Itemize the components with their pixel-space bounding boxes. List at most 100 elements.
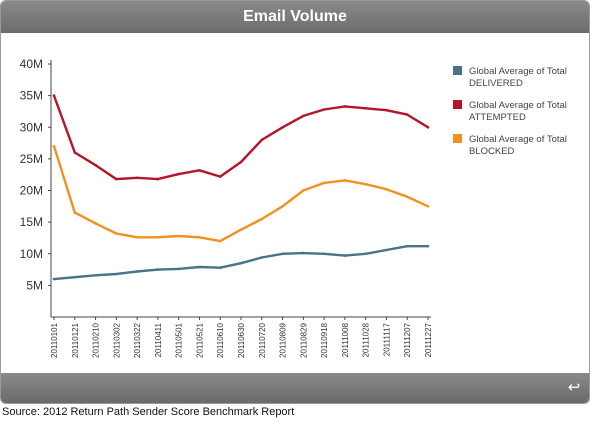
legend-label: BLOCKED [469, 146, 515, 157]
data-point [239, 228, 243, 231]
data-point [343, 105, 347, 108]
x-tick-label: 20110809 [279, 322, 288, 358]
chart-title: Email Volume [243, 8, 347, 25]
legend-label: DELIVERED [469, 78, 523, 89]
data-point [281, 126, 284, 129]
data-point [73, 151, 77, 154]
legend-swatch-0 [453, 66, 462, 75]
data-point [343, 179, 347, 182]
data-point [177, 172, 180, 176]
legend-label: Global Average of Total [469, 134, 567, 145]
y-tick-label: 35M [20, 89, 43, 103]
data-point [302, 114, 305, 118]
data-point [364, 252, 368, 256]
x-tick-label: 20110121 [71, 322, 80, 358]
x-tick-label: 20110918 [320, 322, 329, 358]
data-point [405, 113, 409, 116]
x-tick-label: 20110322 [133, 322, 142, 358]
x-tick-label: 20111207 [403, 322, 412, 357]
y-tick-label: 15M [20, 215, 43, 229]
series-line-1 [52, 95, 429, 181]
replay-arrow-icon[interactable]: ↩ [567, 379, 581, 396]
x-tick-label: 20110630 [237, 322, 246, 358]
chart-frame: Email Volume 5M 10M 15M 20M 25M 30M 35M 40M 2011… [0, 0, 590, 404]
data-point [426, 205, 430, 208]
data-point [177, 267, 180, 271]
data-point [405, 195, 409, 199]
legend-swatch-1 [453, 100, 462, 109]
email-volume-chart: 5M 10M 15M 20M 25M 30M 35M 40M 20110101 20110121 2… [20, 57, 567, 358]
data-point [198, 265, 201, 269]
data-point [52, 144, 56, 148]
data-point [198, 169, 201, 172]
data-point [115, 232, 118, 235]
x-tick-label: 20110101 [50, 322, 59, 358]
data-point [156, 177, 160, 181]
data-point [302, 189, 305, 192]
data-point [260, 138, 264, 142]
data-point [385, 187, 388, 191]
data-point [135, 176, 139, 180]
data-point [385, 248, 388, 252]
data-point [239, 160, 243, 164]
data-point [385, 108, 388, 112]
data-point [281, 252, 284, 256]
x-tick-label: 20111008 [341, 322, 350, 357]
data-point [364, 182, 368, 186]
data-point [115, 272, 118, 276]
y-tick-label: 40M [20, 57, 43, 71]
legend-label: Global Average of Total [469, 100, 567, 111]
x-tick-label: 20110302 [112, 322, 121, 358]
data-point [52, 277, 56, 281]
data-point [405, 244, 409, 248]
data-point [260, 217, 264, 221]
legend-label: ATTEMPTED [469, 112, 526, 123]
title-bar: Email Volume [1, 1, 589, 33]
data-point [260, 256, 264, 259]
legend-swatch-2 [453, 134, 462, 143]
y-tick-label: 5M [26, 278, 43, 292]
data-point [239, 261, 243, 265]
data-point [322, 181, 326, 185]
data-point [73, 275, 77, 279]
data-point [94, 222, 97, 225]
data-point [343, 254, 347, 257]
data-point [218, 266, 222, 269]
data-point [322, 108, 326, 111]
data-point [218, 239, 222, 243]
data-point [281, 205, 284, 208]
y-tick-label: 30M [20, 120, 43, 134]
x-tick-label: 20110521 [195, 322, 204, 358]
x-tick-label: 20110829 [299, 322, 308, 358]
legend-label: Global Average of Total [469, 66, 567, 77]
bottom-bar: ↩ [1, 373, 589, 403]
x-tick-label: 20111117 [382, 322, 391, 356]
x-tick-label: 20111227 [424, 322, 433, 357]
data-point [198, 236, 201, 239]
x-tick-label: 20110210 [92, 322, 101, 358]
data-point [135, 270, 139, 273]
x-tick-label: 20110411 [154, 322, 163, 357]
data-point [156, 268, 160, 271]
data-point [52, 94, 56, 97]
data-point [156, 236, 160, 239]
y-tick-label: 20M [20, 184, 43, 198]
x-tick-label: 20110610 [216, 322, 225, 358]
data-point [302, 251, 305, 255]
y-tick-label: 25M [20, 152, 43, 166]
source-note: Source: 2012 Return Path Sender Score Be… [2, 406, 295, 418]
x-tick-label: 20111028 [362, 322, 371, 357]
x-tick-label: 20110720 [258, 322, 267, 358]
data-point [135, 236, 139, 239]
data-point [115, 177, 118, 181]
data-point [364, 107, 368, 110]
data-point [94, 163, 97, 167]
data-point [322, 252, 326, 256]
x-tick-label: 20110501 [175, 322, 184, 358]
data-point [426, 126, 430, 129]
data-point [426, 244, 430, 248]
y-tick-label: 10M [20, 247, 43, 261]
data-point [218, 175, 222, 178]
data-point [94, 274, 97, 277]
data-point [73, 211, 77, 214]
